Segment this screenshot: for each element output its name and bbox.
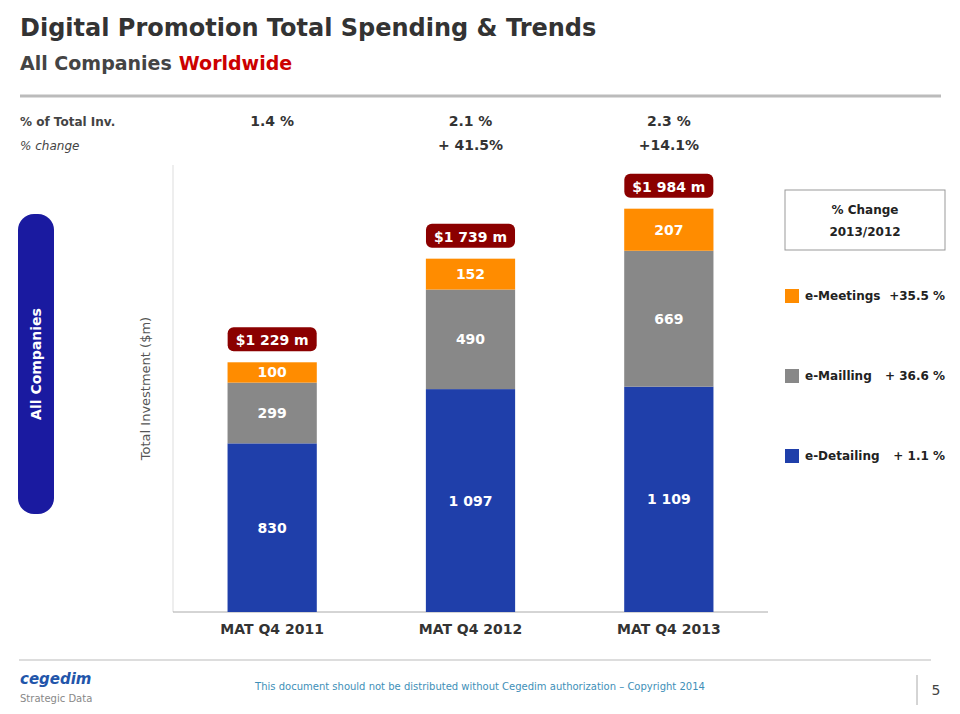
legend-change: + 1.1 %	[893, 449, 945, 463]
legend-swatch	[785, 369, 799, 383]
total-badge: $1 984 m	[624, 174, 713, 198]
legend-label: e-Detailing	[805, 449, 880, 463]
legend-label: e-Meetings	[805, 289, 880, 303]
x-tick-label: MAT Q4 2011	[220, 621, 324, 637]
data-label: 1 109	[647, 491, 691, 507]
footer-separator	[19, 660, 931, 661]
y-axis-line	[173, 165, 174, 612]
data-label: 490	[456, 331, 485, 347]
row-value: 1.4 %	[250, 113, 294, 129]
row-label: % change	[20, 139, 79, 153]
total-box	[624, 174, 713, 198]
row-label: % of Total Inv.	[20, 115, 115, 129]
legend-header-box	[785, 190, 945, 250]
total-box	[426, 224, 515, 248]
bar-segment	[228, 383, 317, 444]
legend-change: +35.5 %	[889, 289, 945, 303]
row-value: 2.1 %	[449, 113, 493, 129]
bar-segment	[426, 259, 515, 290]
page-number: 5	[932, 682, 941, 698]
footer-text: This document should not be distributed …	[254, 681, 705, 692]
y-axis-label: Total Investment ($m)	[138, 317, 153, 461]
data-label: 1 097	[449, 493, 493, 509]
legend-change: + 36.6 %	[885, 369, 945, 383]
bar-segment	[228, 362, 317, 382]
legend-label: e-Mailling	[805, 369, 872, 383]
logo-subtitle: Strategic Data	[20, 693, 92, 704]
bar-segment	[624, 387, 713, 612]
legend-swatch	[785, 289, 799, 303]
subtitle-highlight: Worldwide	[179, 52, 292, 74]
x-tick-label: MAT Q4 2012	[419, 621, 523, 637]
side-pill	[18, 214, 54, 514]
row-value: +14.1%	[639, 137, 699, 153]
logo: cegedim	[20, 670, 91, 688]
total-badge: $1 739 m	[426, 224, 515, 248]
data-label: 152	[456, 266, 485, 282]
subtitle: All Companies	[20, 52, 172, 74]
data-label: 207	[654, 222, 683, 238]
bar-segment	[624, 209, 713, 251]
row-value: + 41.5%	[438, 137, 503, 153]
page-separator	[917, 675, 918, 705]
data-label: 830	[258, 520, 287, 536]
bar-segment	[624, 251, 713, 387]
total-label: $1 229 m	[236, 332, 309, 348]
data-label: 669	[654, 311, 683, 327]
legend-title: 2013/2012	[829, 225, 900, 239]
title: Digital Promotion Total Spending & Trend…	[20, 14, 596, 42]
legend-swatch	[785, 449, 799, 463]
row-value: 2.3 %	[647, 113, 691, 129]
data-label: 100	[258, 364, 287, 380]
x-tick-label: MAT Q4 2013	[617, 621, 721, 637]
data-label: 299	[258, 405, 287, 421]
bar-labels: 830 1 097 1 109 299 490 669 100 152 207	[258, 222, 691, 536]
side-label: All Companies	[28, 308, 44, 420]
total-label: $1 739 m	[434, 229, 507, 245]
total-badge: $1 229 m	[228, 327, 317, 351]
bar-segment	[426, 290, 515, 390]
legend-title: % Change	[832, 203, 899, 217]
chart: Digital Promotion Total Spending & Trend…	[0, 0, 960, 714]
total-label: $1 984 m	[632, 179, 705, 195]
title-separator	[20, 95, 941, 98]
bars	[228, 209, 714, 612]
bar-segment	[228, 443, 317, 612]
total-box	[228, 327, 317, 351]
bar-segment	[426, 389, 515, 612]
